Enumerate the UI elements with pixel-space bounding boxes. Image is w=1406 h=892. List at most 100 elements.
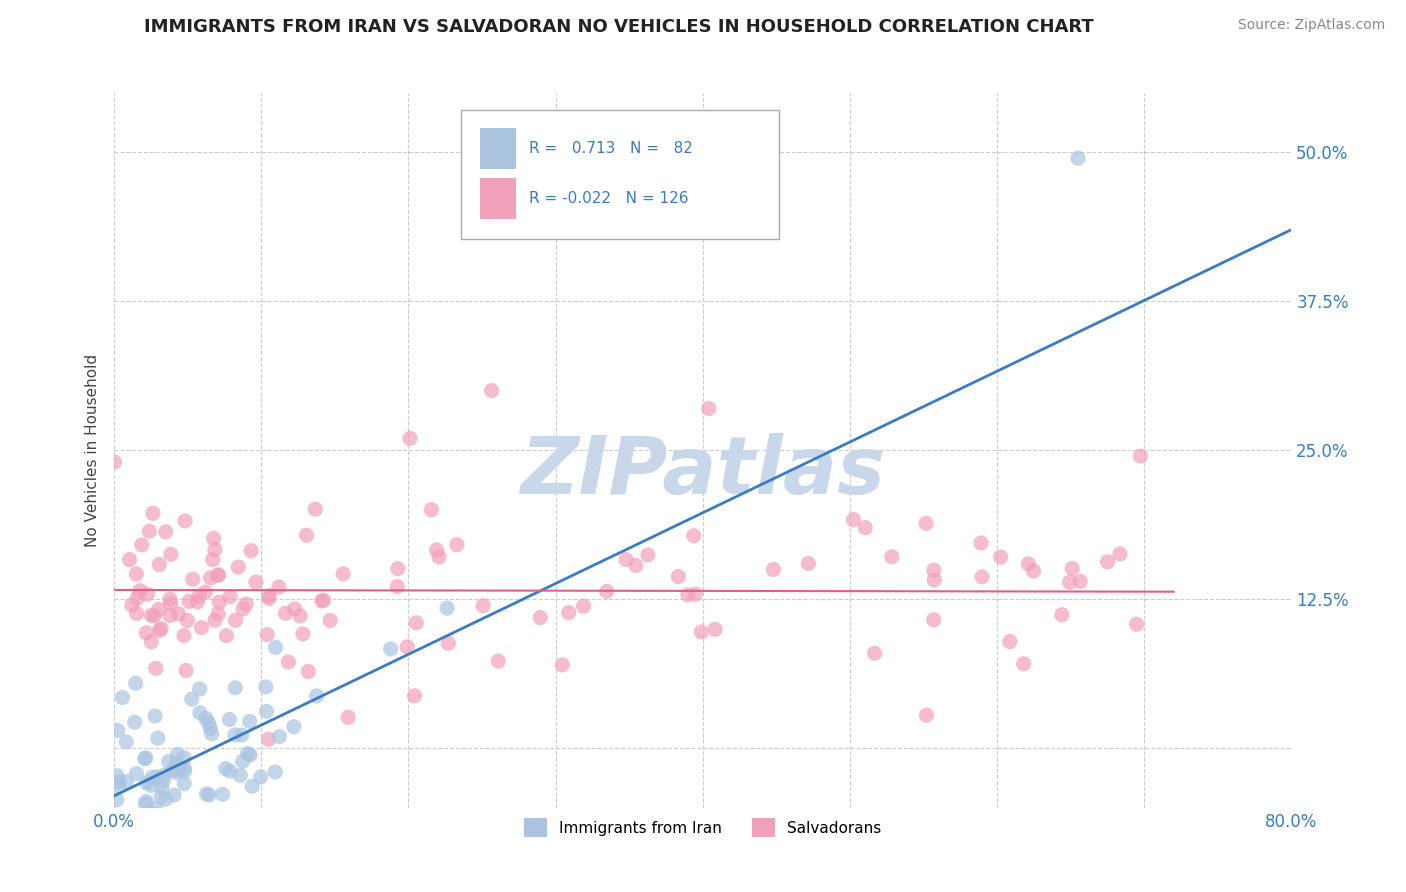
Point (135, 625, 157, 640)
Point (208, 595, 231, 609)
Point (166, 747, 188, 762)
Point (842, 512, 865, 526)
Point (131, 855, 153, 869)
Point (160, 547, 183, 561)
Point (135, 751, 157, 765)
Point (990, 550, 1012, 565)
Point (240, 779, 263, 793)
Point (174, 514, 197, 528)
Point (682, 529, 704, 543)
Point (235, 597, 257, 611)
Point (311, 594, 333, 608)
Point (295, 528, 318, 542)
Point (214, 762, 236, 776)
FancyBboxPatch shape (481, 178, 516, 219)
Point (551, 657, 574, 672)
Point (1059, 575, 1081, 590)
Point (134, 797, 156, 811)
Point (166, 765, 188, 780)
Point (111, 690, 134, 705)
Point (148, 558, 170, 572)
Point (685, 587, 707, 601)
Point (998, 634, 1021, 648)
Point (236, 747, 259, 761)
Point (436, 601, 458, 615)
Point (148, 602, 170, 616)
Point (167, 607, 190, 621)
Point (165, 756, 187, 771)
Point (1017, 557, 1039, 571)
Point (277, 655, 299, 669)
Point (105, 809, 128, 823)
Point (676, 588, 699, 602)
Point (145, 661, 167, 675)
Text: R = -0.022   N = 126: R = -0.022 N = 126 (529, 191, 688, 206)
Point (208, 568, 231, 582)
Point (481, 384, 503, 398)
Point (232, 602, 254, 616)
Point (155, 524, 177, 539)
Point (125, 766, 148, 780)
Point (596, 584, 619, 599)
Point (666, 569, 689, 583)
Point (1062, 561, 1084, 575)
Point (853, 521, 876, 535)
Point (1097, 555, 1119, 569)
Point (762, 562, 785, 576)
Point (254, 680, 277, 694)
Point (139, 828, 162, 842)
Point (141, 635, 163, 649)
Point (108, 774, 131, 789)
Point (1012, 657, 1035, 671)
Point (226, 560, 249, 574)
Point (915, 516, 938, 531)
Point (124, 676, 146, 690)
Point (1125, 617, 1147, 632)
Point (218, 764, 240, 778)
Point (159, 608, 181, 623)
Point (201, 727, 224, 741)
Point (139, 779, 162, 793)
Point (176, 614, 198, 628)
Point (529, 610, 551, 624)
Point (142, 506, 165, 520)
Point (558, 606, 581, 620)
Point (219, 590, 242, 604)
Point (305, 689, 328, 703)
Point (1069, 574, 1091, 589)
Point (207, 568, 229, 582)
Point (264, 640, 287, 655)
Point (404, 689, 426, 703)
Point (267, 580, 290, 594)
Point (297, 665, 319, 679)
Point (125, 837, 148, 851)
Point (291, 627, 314, 641)
Point (690, 624, 713, 639)
Point (399, 431, 422, 445)
Point (143, 608, 166, 623)
Point (387, 580, 409, 594)
Point (426, 543, 449, 558)
Point (915, 708, 938, 723)
Point (1129, 449, 1152, 463)
Point (190, 621, 212, 635)
Point (135, 776, 157, 790)
Point (180, 692, 202, 706)
Point (146, 770, 169, 784)
Point (152, 774, 174, 789)
Point (105, 811, 128, 825)
Point (704, 622, 727, 636)
Point (427, 549, 450, 564)
Point (405, 615, 427, 630)
Point (614, 552, 637, 566)
Point (127, 591, 149, 606)
Point (141, 608, 163, 623)
Point (239, 747, 262, 762)
Point (312, 593, 335, 607)
Point (211, 787, 233, 801)
Point (179, 594, 201, 608)
Point (194, 585, 217, 599)
Point (264, 764, 287, 779)
Point (143, 807, 166, 822)
Point (197, 715, 219, 730)
